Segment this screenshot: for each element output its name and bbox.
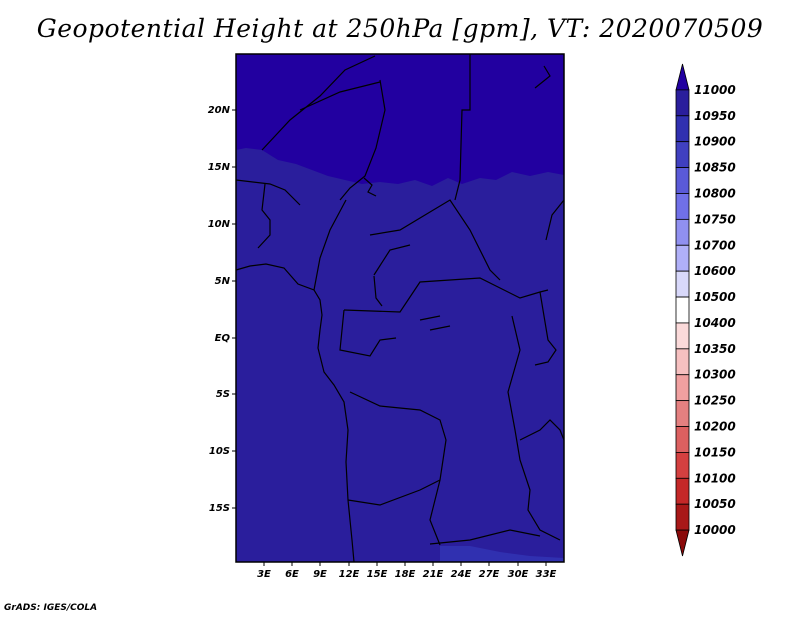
colorbar-swatch (675, 503, 690, 531)
lon-label: 21E (423, 569, 444, 580)
colorbar-label: 10800 (694, 186, 736, 200)
colorbar-swatch (675, 296, 690, 324)
colorbar-swatch (675, 400, 690, 427)
colorbar-legend: 11000 10950 10900 10850 10800 10750 10700 10600… (675, 63, 736, 557)
lat-label: 10S (209, 446, 230, 457)
colorbar-swatch (675, 529, 690, 557)
lat-label: 15N (208, 162, 231, 173)
northern-higher-field (236, 54, 564, 186)
colorbar-label: 10250 (694, 394, 736, 408)
colorbar-swatch (675, 426, 690, 453)
colorbar-label: 10050 (694, 497, 736, 511)
colorbar-label: 10200 (694, 420, 736, 434)
longitude-axis: 3E 6E 9E 12E 15E 18E 21E 24E 27E 30E 33E (257, 562, 557, 580)
lon-label: 9E (313, 569, 327, 580)
colorbar-swatch (675, 115, 690, 143)
map-frame (235, 53, 565, 563)
lat-label: 20N (208, 105, 231, 116)
lat-label: 10N (208, 219, 231, 230)
colorbar-label: 10100 (694, 471, 736, 485)
colorbar-label: 10500 (694, 290, 736, 304)
colorbar-label: 10600 (694, 264, 736, 278)
southern-lower-field (440, 546, 564, 562)
colorbar-label: 10350 (694, 342, 736, 356)
colorbar-swatch (675, 270, 690, 298)
colorbar-label: 10700 (694, 238, 736, 252)
lat-label: 5N (215, 276, 231, 287)
colorbar-label: 10750 (694, 212, 736, 226)
lon-label: 24E (451, 569, 472, 580)
lon-label: 6E (285, 569, 299, 580)
latitude-axis: 20N 15N 10N 5N EQ 5S 10S 15S (208, 105, 236, 514)
colorbar-swatch (675, 63, 690, 91)
colorbar-swatch (675, 322, 690, 350)
lat-label: EQ (215, 333, 231, 344)
colorbar-swatch (675, 141, 690, 168)
lat-label: 15S (209, 503, 230, 514)
map-title: Geopotential Height at 250hPa [gpm], VT:… (36, 14, 764, 43)
colorbar-swatch (675, 374, 690, 402)
colorbar-swatch (675, 89, 690, 117)
lon-label: 33E (536, 569, 557, 580)
software-credit: GrADS: IGES/COLA (4, 603, 98, 613)
colorbar-swatch (675, 193, 690, 220)
coastlines-and-borders (235, 54, 565, 563)
colorbar-label: 10850 (694, 161, 736, 175)
lon-label: 15E (367, 569, 388, 580)
lon-label: 27E (479, 569, 500, 580)
colorbar-swatch (675, 477, 690, 505)
colorbar-label: 10000 (694, 523, 736, 537)
colorbar-swatch (675, 348, 690, 376)
lon-label: 18E (395, 569, 416, 580)
colorbar-swatch (675, 218, 690, 246)
colorbar-swatch (675, 452, 690, 479)
colorbar-label: 10900 (694, 135, 736, 149)
colorbar-label: 10300 (694, 368, 736, 382)
lon-label: 30E (508, 569, 529, 580)
colorbar-label: 10950 (694, 109, 736, 123)
colorbar-label: 11000 (694, 83, 736, 97)
colorbar-label: 10400 (694, 316, 736, 330)
colorbar-swatch (675, 244, 690, 272)
lon-label: 12E (339, 569, 360, 580)
lon-label: 3E (257, 569, 271, 580)
map-panel (235, 53, 565, 563)
lat-label: 5S (216, 389, 230, 400)
colorbar-label: 10150 (694, 445, 736, 459)
colorbar-swatch (675, 167, 690, 194)
